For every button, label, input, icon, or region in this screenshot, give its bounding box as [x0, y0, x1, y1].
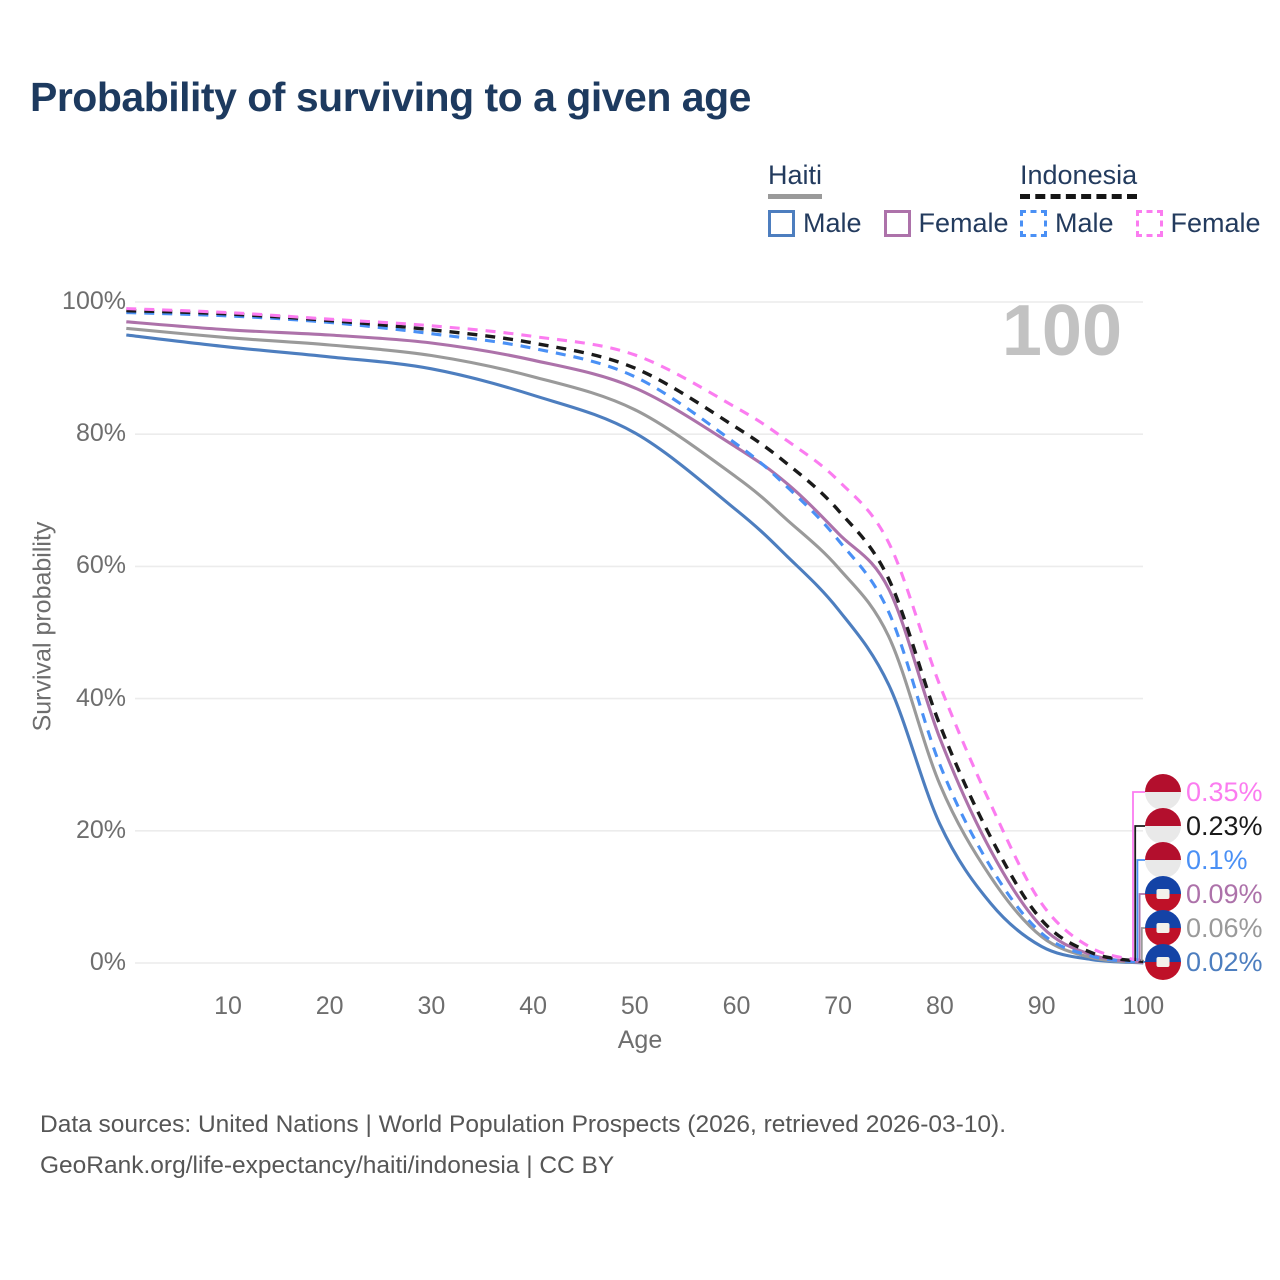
series-indonesia-both-sexes-line[interactable]	[126, 308, 1144, 964]
y-axis-tick-label: 80%	[75, 419, 126, 448]
end-value-label: 0.09%	[1186, 878, 1263, 909]
indonesia-flag-icon	[1145, 808, 1181, 844]
legend-label: Male	[1055, 208, 1114, 238]
end-value-label: 0.06%	[1186, 912, 1263, 943]
y-axis-tick-label: 100%	[62, 287, 126, 315]
legend-items-haiti: Male Female	[768, 208, 1009, 239]
end-label-indonesia-both-sexes: 0.23%	[1145, 807, 1263, 845]
legend-label: Female	[1170, 208, 1261, 238]
y-axis-tick-label: 0%	[89, 948, 126, 976]
indonesia-flag-icon	[1145, 774, 1181, 810]
indonesia-male-swatch-icon	[1020, 210, 1047, 237]
series-haiti-male-line[interactable]	[126, 333, 1144, 965]
end-label-connector	[1140, 927, 1145, 961]
end-label-indonesia-female: 0.35%	[1145, 773, 1263, 811]
y-axis-tick-label: 20%	[75, 815, 126, 844]
x-axis-tick-label: 30	[417, 992, 446, 1020]
x-axis-title: Age	[617, 1026, 663, 1054]
haiti-female-swatch-icon	[883, 210, 911, 237]
end-label-connector	[1136, 859, 1145, 961]
legend-label: Female	[918, 208, 1009, 238]
legend-item-indonesia-female[interactable]: Female	[1135, 208, 1261, 239]
x-axis-tick-label: 70	[824, 992, 853, 1020]
end-label-connector	[1138, 893, 1145, 961]
footer: Data sources: United Nations | World Pop…	[40, 1104, 1006, 1186]
x-axis-tick-label: 20	[315, 992, 344, 1020]
legend-item-haiti-male[interactable]: Male	[768, 208, 862, 239]
end-value-label: 0.1%	[1186, 844, 1248, 875]
end-label-haiti-both-sexes: 0.06%	[1145, 909, 1263, 947]
legend-group-indonesia: Indonesia Male Female	[1020, 160, 1261, 239]
page-title: Probability of surviving to a given age	[30, 74, 751, 120]
x-axis-tick-label: 90	[1027, 992, 1056, 1020]
hover-age-watermark: 100	[1001, 291, 1122, 371]
attribution-line: GeoRank.org/life-expectancy/haiti/indone…	[40, 1152, 615, 1179]
series-indonesia-female-line[interactable]	[126, 307, 1144, 963]
end-value-label: 0.23%	[1186, 810, 1263, 841]
data-sources-line: Data sources: United Nations | World Pop…	[40, 1111, 1007, 1138]
end-value-label: 0.02%	[1186, 946, 1263, 977]
end-value-label: 0.35%	[1186, 776, 1263, 807]
y-axis-tick-label: 40%	[75, 683, 126, 712]
x-axis-tick-label: 40	[519, 992, 547, 1020]
x-axis-tick-label: 50	[620, 992, 649, 1020]
legend-items-indonesia: Male Female	[1020, 208, 1261, 239]
x-axis-tick-label: 80	[925, 992, 954, 1020]
legend-country-haiti[interactable]: Haiti	[768, 160, 823, 199]
x-axis-tick-label: 10	[214, 992, 242, 1020]
haiti-male-swatch-icon	[768, 210, 795, 237]
y-axis-title: Survival probability	[28, 521, 57, 732]
series-haiti-both-sexes-line[interactable]	[126, 326, 1144, 965]
legend-item-haiti-female[interactable]: Female	[883, 208, 1009, 239]
series-haiti-female-line[interactable]	[126, 320, 1144, 964]
indonesia-flag-icon	[1145, 842, 1181, 878]
x-axis-tick-label: 60	[722, 992, 751, 1020]
end-label-connector	[1134, 825, 1145, 961]
y-axis-tick-label: 60%	[75, 551, 126, 580]
indonesia-female-swatch-icon	[1135, 210, 1163, 237]
legend-item-indonesia-male[interactable]: Male	[1020, 208, 1114, 239]
end-label-connector	[1132, 791, 1145, 961]
x-axis-tick-label: 100	[1122, 992, 1165, 1020]
legend-label: Male	[803, 208, 862, 238]
legend-group-haiti: Haiti Male Female	[768, 160, 1009, 239]
haiti-flag-icon	[1145, 876, 1181, 912]
haiti-flag-icon	[1145, 944, 1181, 980]
series-indonesia-male-line[interactable]	[126, 311, 1144, 964]
end-label-haiti-male: 0.02%	[1145, 943, 1263, 981]
haiti-flag-icon	[1145, 910, 1181, 946]
end-label-indonesia-male: 0.1%	[1145, 841, 1248, 879]
end-label-haiti-female: 0.09%	[1145, 875, 1263, 913]
legend-country-indonesia[interactable]: Indonesia	[1020, 160, 1138, 199]
